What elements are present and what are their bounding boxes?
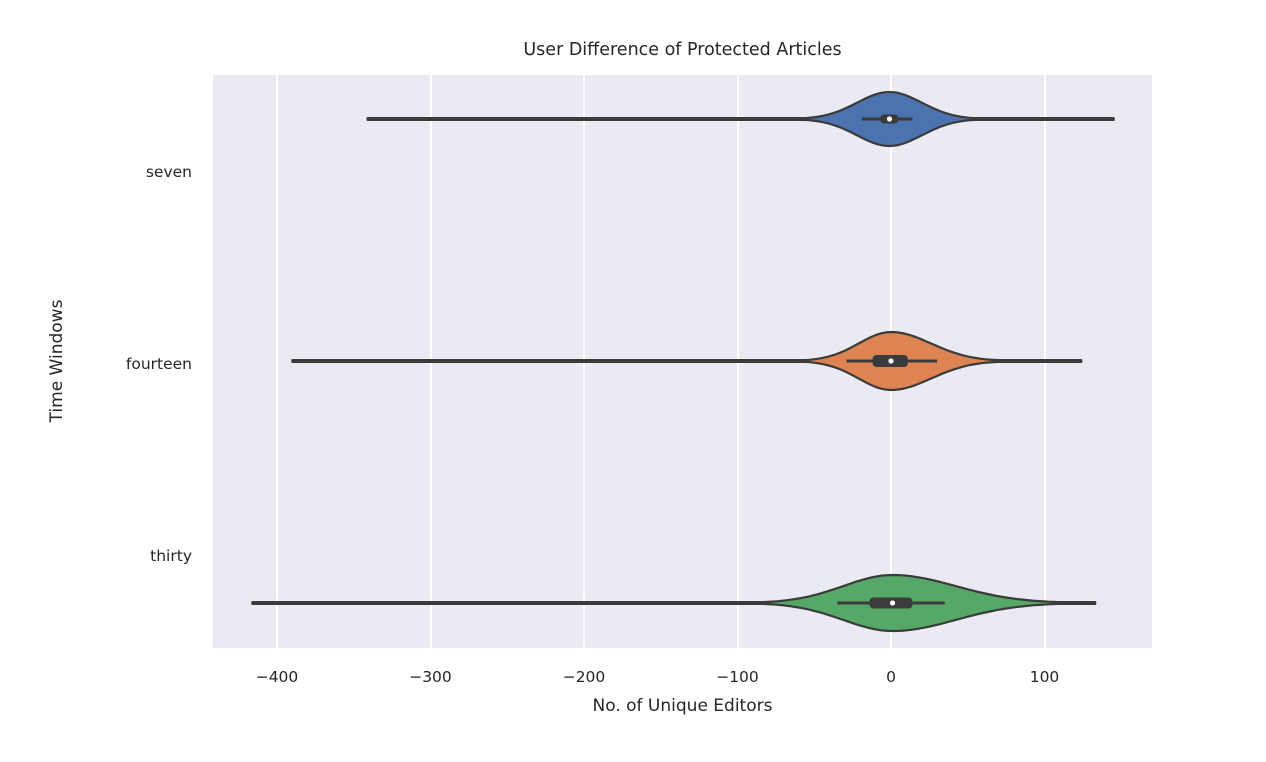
median-dot [889, 600, 896, 606]
violin-body [291, 330, 1083, 392]
violin-body [366, 90, 1115, 148]
violin-body [251, 573, 1097, 633]
violin-seven [366, 90, 1115, 148]
x-tick-label: −300 [409, 668, 452, 686]
chart-title: User Difference of Protected Articles [523, 40, 842, 60]
x-axis-label: No. of Unique Editors [592, 696, 773, 716]
x-tick-label: 0 [886, 668, 896, 686]
y-tick-label-fourteen: fourteen [125, 355, 192, 373]
median-dot [888, 358, 894, 364]
x-tick-label: 100 [1029, 668, 1060, 686]
x-tick-label: −100 [716, 668, 759, 686]
violin-thirty [251, 573, 1097, 633]
median-dot [886, 116, 893, 122]
x-tick-label: −400 [255, 668, 299, 686]
plot-area [213, 75, 1152, 648]
x-tick-label: −200 [562, 668, 606, 686]
gridline [276, 75, 278, 648]
y-tick-label-seven: seven [145, 163, 192, 181]
violins-layer [251, 90, 1115, 633]
y-tick-label-thirty: thirty [150, 547, 192, 565]
violin-fourteen [291, 330, 1083, 392]
